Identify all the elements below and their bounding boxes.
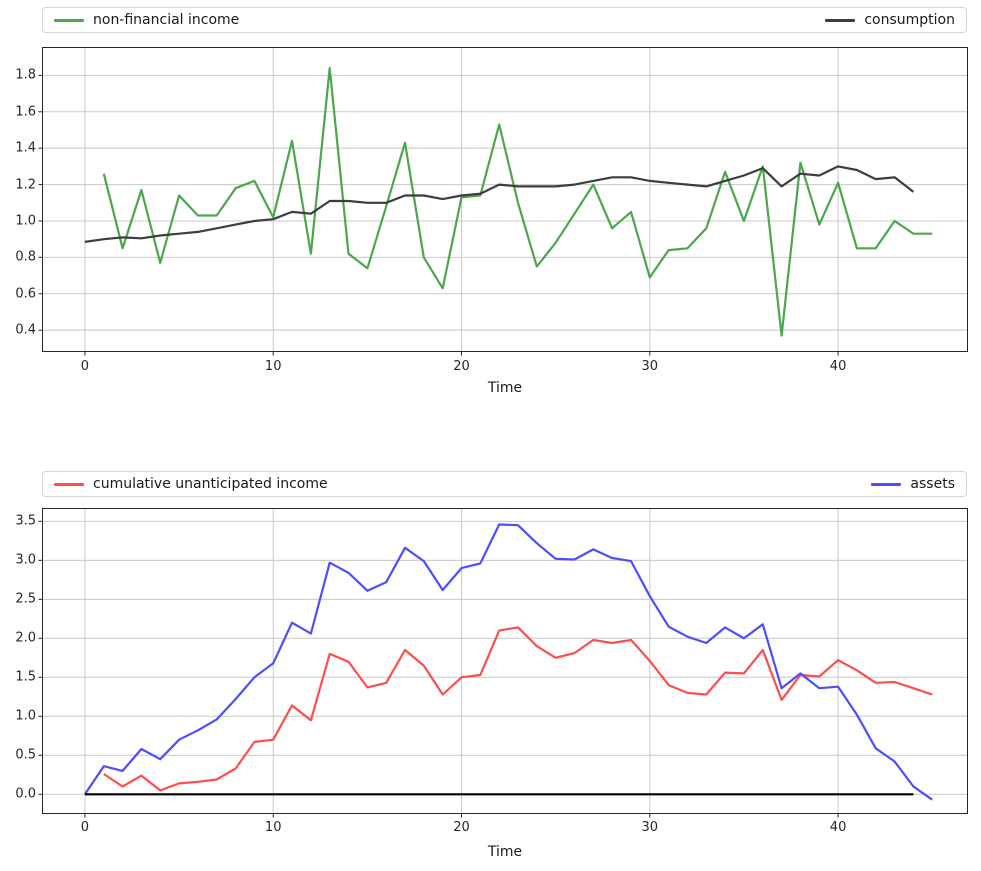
chart-0 <box>38 47 968 356</box>
x-tick-label: 10 <box>264 820 282 835</box>
legend-entry-non-financial-income: non-financial income <box>54 13 239 27</box>
legend-bottom: cumulative unanticipated income assets <box>42 471 967 497</box>
y-tick-label: 0.5 <box>15 747 36 763</box>
x-tick-label: 20 <box>453 820 470 835</box>
legend-top: non-financial income consumption <box>42 7 967 33</box>
y-tick-label: 1.4 <box>15 140 36 156</box>
y-tick-label: 1.6 <box>15 104 36 120</box>
y-tick-label: 1.0 <box>15 708 36 724</box>
x-tick-label: 10 <box>264 359 282 374</box>
legend-label: assets <box>910 476 955 492</box>
y-tick-label: 3.0 <box>15 552 36 568</box>
chart-1 <box>38 508 968 818</box>
y-tick-label: 0.8 <box>15 249 36 265</box>
x-tick-label: 40 <box>829 820 847 835</box>
y-tick-label: 0.0 <box>15 786 36 802</box>
y-tick-label: 1.8 <box>15 67 36 83</box>
line-swatch-blue <box>871 482 902 486</box>
y-tick-label: 2.5 <box>15 591 36 607</box>
x-axis-label-top: Time <box>487 380 523 396</box>
legend-entry-assets: assets <box>871 477 955 491</box>
x-tick-label: 0 <box>80 359 90 374</box>
line-swatch-green <box>54 18 84 22</box>
series-line-cumulative-unanticipated-income <box>103 626 933 792</box>
x-tick-label: 0 <box>80 820 90 835</box>
series-line-consumption <box>84 165 915 243</box>
legend-entry-consumption: consumption <box>825 13 955 27</box>
y-tick-label: 1.5 <box>15 669 36 685</box>
y-tick-label: 0.4 <box>15 322 36 338</box>
x-tick-label: 30 <box>641 820 659 835</box>
legend-entry-cumulative-unanticipated-income: cumulative unanticipated income <box>54 477 328 491</box>
x-tick-label: 20 <box>453 359 470 374</box>
y-tick-label: 0.6 <box>15 286 36 302</box>
line-swatch-black <box>825 18 856 22</box>
legend-label: cumulative unanticipated income <box>93 476 328 492</box>
y-tick-label: 3.5 <box>15 513 36 529</box>
series-line-assets <box>83 523 933 801</box>
x-axis-label-bottom: Time <box>487 844 523 860</box>
y-tick-label: 1.0 <box>15 213 36 229</box>
x-tick-label: 40 <box>829 359 847 374</box>
x-tick-label: 30 <box>641 359 659 374</box>
legend-label: non-financial income <box>93 12 240 28</box>
line-swatch-red <box>54 482 84 486</box>
axes-spines <box>42 47 968 352</box>
axes-spines <box>42 508 968 814</box>
y-tick-label: 1.2 <box>15 177 36 193</box>
y-tick-label: 2.0 <box>15 630 36 646</box>
series-line-non-financial-income <box>102 66 933 337</box>
legend-label: consumption <box>864 12 955 28</box>
